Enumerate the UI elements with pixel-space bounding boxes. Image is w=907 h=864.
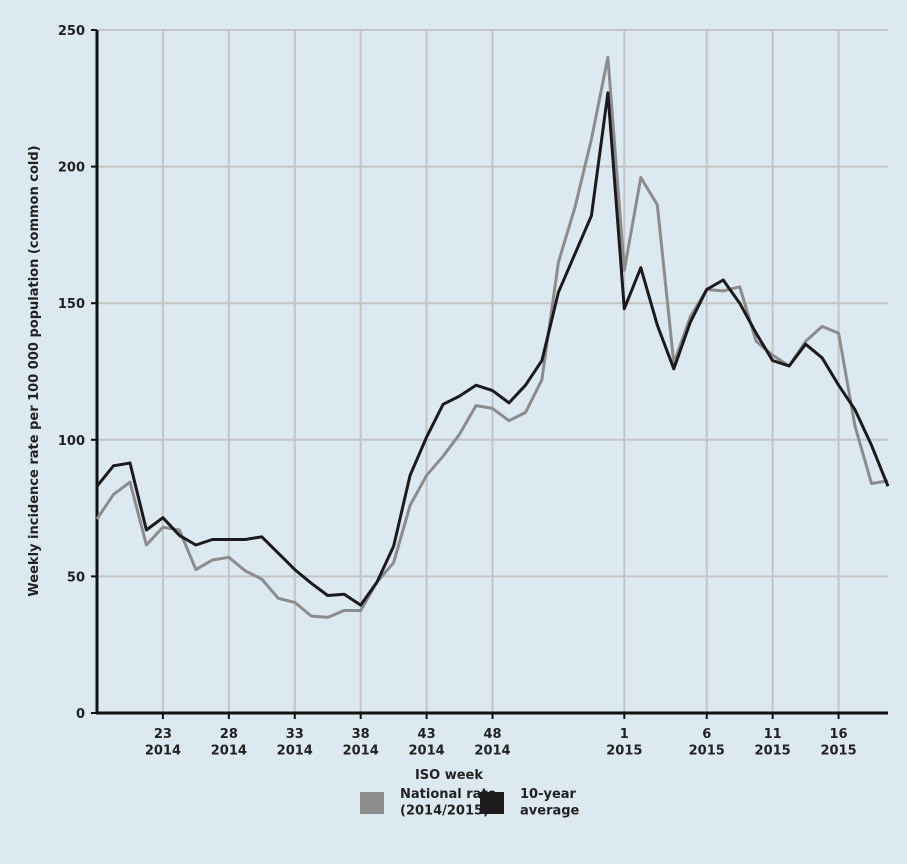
y-tick-label: 0 — [76, 707, 85, 722]
x-tick-label: 38 2014 — [343, 727, 379, 758]
x-axis-label: ISO week — [415, 768, 483, 783]
x-tick-label: 16 2015 — [820, 727, 856, 758]
x-tick-label: 11 2015 — [755, 727, 791, 758]
x-tick-label: 23 2014 — [145, 727, 181, 758]
legend-swatch — [480, 792, 504, 814]
legend-swatch — [360, 792, 384, 814]
series-line — [95, 91, 890, 607]
x-tick-label: 1 2015 — [606, 727, 642, 758]
y-tick-label: 100 — [58, 434, 85, 449]
legend-label: 10-year average — [520, 787, 580, 818]
legend-label: National rate (2014/2015) — [400, 787, 497, 818]
x-tick-label: 33 2014 — [277, 727, 313, 758]
y-tick-label: 150 — [58, 297, 85, 312]
y-tick-label: 200 — [58, 161, 85, 176]
y-axis-label: Weekly incidence rate per 100 000 popula… — [27, 145, 42, 596]
y-tick-label: 50 — [67, 570, 85, 585]
x-tick-label: 43 2014 — [408, 727, 444, 758]
x-tick-label: 28 2014 — [211, 727, 247, 758]
x-tick-label: 48 2014 — [474, 727, 510, 758]
x-tick-label: 6 2015 — [689, 727, 725, 758]
y-tick-label: 250 — [58, 24, 85, 39]
series-line — [95, 55, 889, 619]
